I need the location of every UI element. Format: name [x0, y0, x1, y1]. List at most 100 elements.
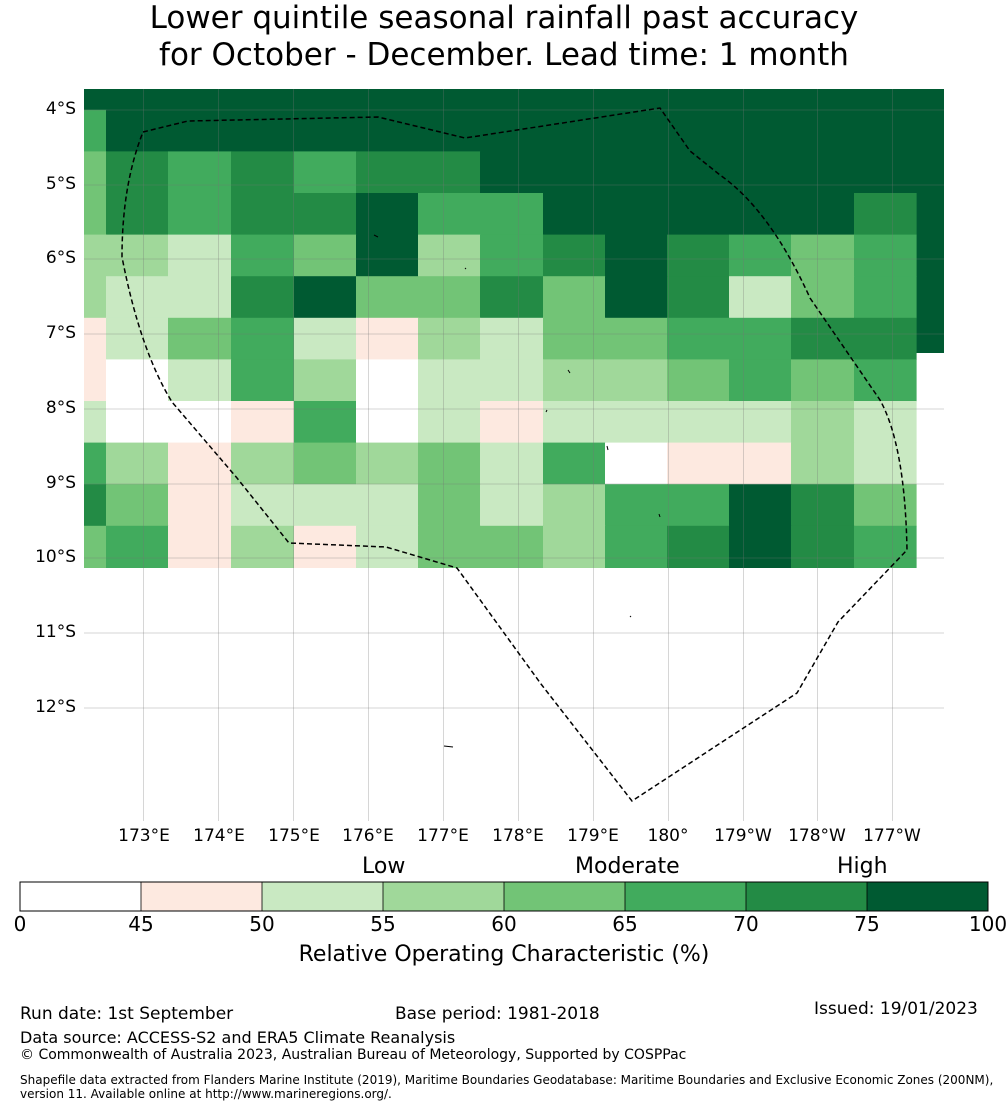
run-date: Run date: 1st September [20, 1004, 234, 1024]
roc-grid-cell [543, 401, 606, 444]
roc-grid-cell [231, 109, 295, 152]
roc-grid-cell [480, 276, 544, 319]
roc-grid-cell [84, 442, 107, 485]
roc-grid-cell [605, 401, 668, 444]
roc-grid-cell [231, 151, 295, 194]
roc-grid-cell [294, 109, 357, 152]
lon-label: 175°E [268, 826, 320, 846]
roc-grid-cell [543, 276, 606, 319]
roc-grid-cell [356, 442, 419, 485]
roc-grid-cell [356, 484, 419, 527]
roc-grid-cell [356, 401, 419, 444]
roc-grid-cell [84, 109, 107, 152]
roc-grid-cell [84, 151, 107, 194]
roc-grid-cell [231, 89, 295, 111]
roc-grid-cell [605, 442, 668, 485]
roc-grid-cell [294, 484, 357, 527]
roc-grid-cell [418, 359, 481, 402]
chart-title-line1: Lower quintile seasonal rainfall past ac… [149, 0, 859, 36]
roc-grid-cell [791, 109, 855, 152]
roc-grid-cell [480, 109, 544, 152]
colorbar-tick-label: 65 [612, 912, 638, 936]
roc-grid-cell [168, 193, 232, 236]
roc-grid-cell [605, 151, 668, 194]
roc-grid-cell [667, 193, 730, 236]
roc-grid-cell [294, 525, 357, 568]
colorbar-tick-label: 55 [370, 912, 396, 936]
roc-grid-cell [791, 525, 855, 568]
roc-grid-cell [84, 401, 107, 444]
roc-grid-cell [231, 193, 295, 236]
colorbar-segment [141, 882, 262, 911]
roc-grid-cell [168, 442, 232, 485]
roc-grid-cell [106, 401, 169, 444]
roc-grid-cell [480, 317, 544, 360]
roc-grid-cell [106, 193, 169, 236]
roc-grid-cell [791, 193, 855, 236]
roc-grid-cell [854, 89, 917, 111]
roc-grid-cell [480, 525, 544, 568]
chart-title-line2: for October - December. Lead time: 1 mon… [159, 37, 849, 73]
roc-grid-cell [418, 484, 481, 527]
roc-grid-cell [667, 401, 730, 444]
roc-grid-cell [729, 193, 792, 236]
roc-grid-cell [168, 359, 232, 402]
roc-grid-cell [854, 151, 917, 194]
roc-grid-cell [543, 442, 606, 485]
roc-grid-cell [418, 442, 481, 485]
roc-grid-cell [791, 401, 855, 444]
lat-label: 12°S [35, 697, 76, 717]
roc-grid-cell [418, 317, 481, 360]
roc-grid-cell [231, 484, 295, 527]
lon-label: 177°E [417, 826, 469, 846]
roc-grid-cell [791, 234, 855, 277]
colorbar-tick-label: 50 [249, 912, 275, 936]
roc-grid-cell [480, 442, 544, 485]
roc-grid-cell [543, 193, 606, 236]
roc-grid-cell [168, 484, 232, 527]
colorbar-tick-label: 45 [128, 912, 154, 936]
roc-grid-cell [356, 234, 419, 277]
roc-grid-cell [294, 317, 357, 360]
colorbar-segment [504, 882, 625, 911]
roc-grid-cell [605, 525, 668, 568]
roc-grid-cell [294, 89, 357, 111]
roc-grid-cell [667, 234, 730, 277]
lon-label: 173°E [118, 826, 170, 846]
colorbar-segment [746, 882, 867, 911]
roc-grid-cell [106, 89, 169, 111]
roc-grid-cell [543, 317, 606, 360]
roc-grid-cell [854, 193, 917, 236]
roc-grid-cell [729, 484, 792, 527]
roc-grid-cell [729, 276, 792, 319]
lat-label: 5°S [45, 174, 76, 194]
roc-grid-cell [791, 359, 855, 402]
roc-grid-cell [418, 234, 481, 277]
roc-grid-cell [854, 401, 917, 444]
roc-grid-cell [854, 276, 917, 319]
roc-grid-cell [854, 359, 917, 402]
colorbar-title: Relative Operating Characteristic (%) [298, 942, 710, 967]
roc-grid-cell [231, 401, 295, 444]
colorbar-segment [867, 882, 988, 911]
data-source: Data source: ACCESS-S2 and ERA5 Climate … [20, 1028, 456, 1047]
roc-grid-cell [543, 525, 606, 568]
roc-grid-cell [168, 401, 232, 444]
roc-grid-cell [729, 442, 792, 485]
lat-label: 10°S [35, 547, 76, 567]
roc-grid-cell [605, 193, 668, 236]
colorbar-segment [20, 882, 141, 911]
lon-label: 178°E [492, 826, 544, 846]
roc-grid-cell [480, 484, 544, 527]
roc-grid-cell [729, 525, 792, 568]
colorbar-tick-label: 70 [733, 912, 759, 936]
island [658, 513, 661, 518]
roc-grid-cell [294, 359, 357, 402]
roc-grid-cell [791, 484, 855, 527]
lon-label: 177°W [863, 826, 921, 846]
roc-grid-cell [231, 317, 295, 360]
roc-grid-cell [356, 359, 419, 402]
roc-grid-cell [356, 317, 419, 360]
